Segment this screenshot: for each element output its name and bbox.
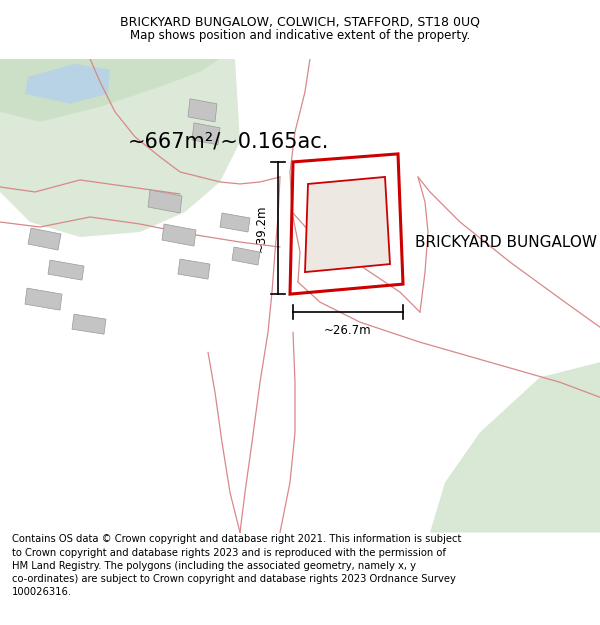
Polygon shape: [430, 362, 600, 532]
Polygon shape: [25, 64, 110, 104]
Polygon shape: [188, 99, 217, 122]
Polygon shape: [305, 177, 390, 272]
Text: BRICKYARD BUNGALOW, COLWICH, STAFFORD, ST18 0UQ: BRICKYARD BUNGALOW, COLWICH, STAFFORD, S…: [120, 16, 480, 28]
Polygon shape: [48, 260, 84, 280]
Polygon shape: [162, 224, 196, 246]
Polygon shape: [148, 190, 182, 213]
Polygon shape: [0, 59, 220, 122]
Text: Map shows position and indicative extent of the property.: Map shows position and indicative extent…: [130, 29, 470, 41]
Polygon shape: [220, 213, 250, 232]
Text: ~26.7m: ~26.7m: [324, 324, 372, 337]
Polygon shape: [232, 247, 260, 265]
Polygon shape: [0, 59, 240, 237]
Text: ~667m²/~0.165ac.: ~667m²/~0.165ac.: [128, 132, 329, 152]
Text: ~39.2m: ~39.2m: [255, 204, 268, 252]
Text: Contains OS data © Crown copyright and database right 2021. This information is : Contains OS data © Crown copyright and d…: [12, 534, 461, 597]
Polygon shape: [25, 288, 62, 310]
Polygon shape: [72, 314, 106, 334]
Polygon shape: [178, 259, 210, 279]
Polygon shape: [28, 228, 61, 250]
Polygon shape: [192, 123, 220, 145]
Text: BRICKYARD BUNGALOW: BRICKYARD BUNGALOW: [415, 234, 597, 249]
